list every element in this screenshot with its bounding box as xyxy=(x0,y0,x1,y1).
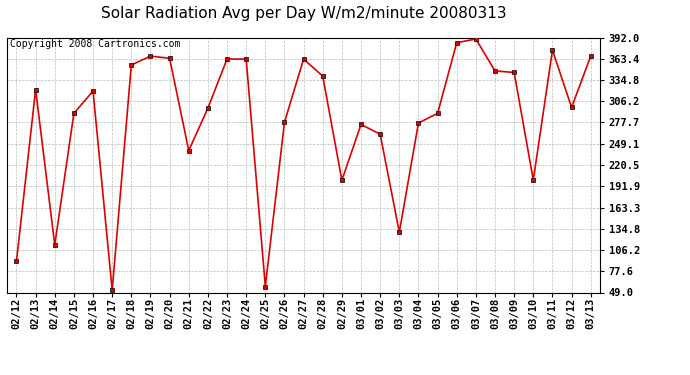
Text: Solar Radiation Avg per Day W/m2/minute 20080313: Solar Radiation Avg per Day W/m2/minute … xyxy=(101,6,506,21)
Text: Copyright 2008 Cartronics.com: Copyright 2008 Cartronics.com xyxy=(10,39,180,49)
